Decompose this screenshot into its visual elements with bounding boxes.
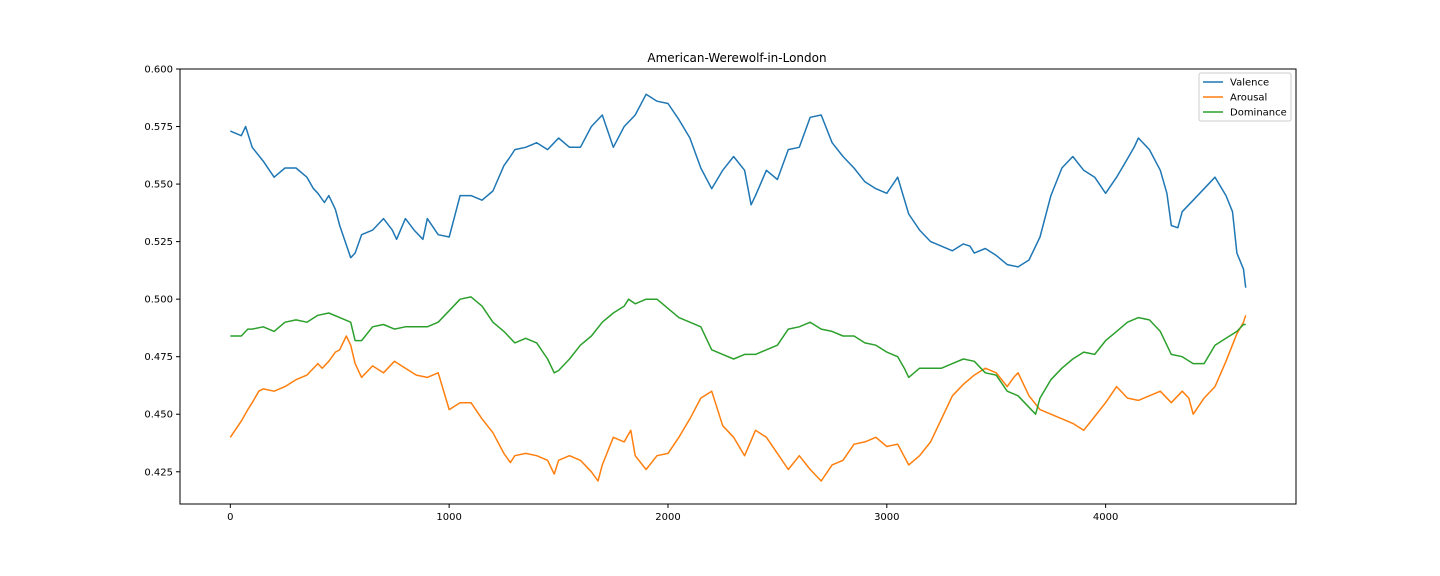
legend: Valence Arousal Dominance — [1198, 72, 1292, 122]
x-tick-label: 2000 — [655, 512, 680, 523]
y-tick-label: 0.550 — [144, 180, 173, 191]
legend-label: Valence — [1230, 78, 1269, 89]
series-layer — [229, 93, 1247, 482]
x-axis: 0 1000 2000 3000 4000 — [227, 504, 1118, 523]
y-tick-label: 0.425 — [144, 467, 173, 478]
legend-label: Arousal — [1230, 93, 1267, 104]
plot-area-frame — [179, 68, 1297, 505]
y-tick-label: 0.525 — [144, 237, 173, 248]
x-tick-label: 3000 — [874, 512, 899, 523]
y-tick-label: 0.450 — [144, 410, 173, 421]
y-tick-label: 0.475 — [144, 352, 173, 363]
x-tick-label: 4000 — [1093, 512, 1118, 523]
series-line-valence — [230, 93, 1247, 288]
x-tick-label: 1000 — [436, 512, 461, 523]
series-line-arousal — [229, 315, 1247, 482]
legend-box — [1198, 72, 1292, 122]
y-tick-label: 0.600 — [144, 65, 173, 76]
series-line-dominance — [230, 296, 1246, 415]
y-axis: 0.425 0.450 0.475 0.500 0.525 0.550 0.575 0.600 — [144, 65, 180, 478]
y-tick-label: 0.500 — [144, 295, 173, 306]
y-tick-label: 0.575 — [144, 122, 173, 133]
x-tick-label: 0 — [227, 512, 233, 523]
chart-title: American-Werewolf-in-London — [647, 51, 826, 65]
legend-label: Dominance — [1230, 108, 1287, 119]
